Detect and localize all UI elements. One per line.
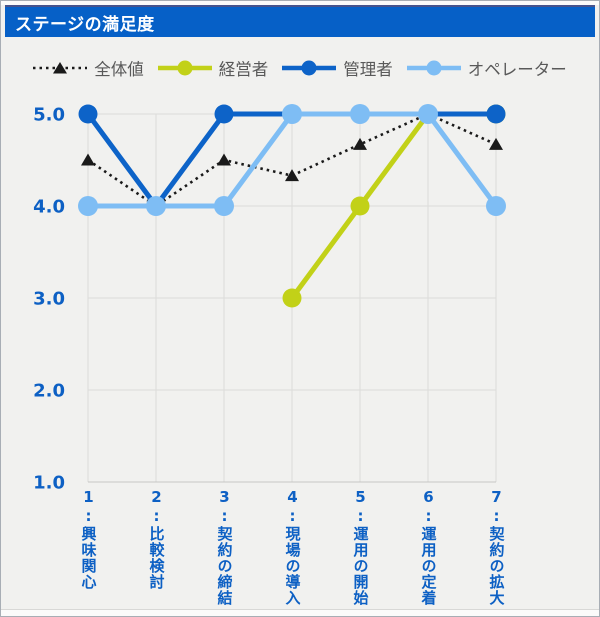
series-marker-0 — [489, 137, 503, 150]
series-marker-3 — [486, 196, 506, 216]
series-marker-3 — [418, 104, 438, 124]
chart-title: ステージの満足度 — [15, 14, 155, 35]
dotted-triangle-legend-icon — [33, 62, 88, 74]
y-tick-label: 1.0 — [33, 473, 65, 494]
legend-label: 経営者 — [218, 60, 269, 79]
y-tick-label: 4.0 — [33, 197, 65, 218]
legend-label: オペレーター — [467, 60, 567, 79]
series-marker-0 — [81, 153, 95, 166]
series-marker-0 — [285, 169, 299, 182]
chart-title-bar: ステージの満足度 — [5, 5, 595, 37]
series-marker-3 — [146, 196, 166, 216]
series-marker-2 — [78, 104, 98, 124]
series-marker-2 — [214, 104, 234, 124]
legend-item-0: 全体値 — [33, 56, 144, 80]
top-margin-strip — [1, 1, 599, 5]
chart-legend: 全体値 経営者 管理者 オペレーター — [1, 53, 599, 83]
series-marker-3 — [350, 104, 370, 124]
bottom-margin-strip — [1, 609, 599, 616]
y-tick-label: 5.0 — [33, 105, 65, 126]
y-tick-label: 2.0 — [33, 381, 65, 402]
line-circle-legend-icon — [282, 60, 337, 76]
y-tick-label: 3.0 — [33, 289, 65, 310]
legend-item-2: 管理者 — [282, 56, 393, 80]
series-marker-0 — [353, 137, 367, 150]
series-marker-3 — [282, 104, 302, 124]
series-marker-3 — [214, 196, 234, 216]
legend-item-1: 経営者 — [157, 56, 269, 80]
series-marker-3 — [78, 196, 98, 216]
legend-label: 全体値 — [94, 60, 144, 79]
series-marker-1 — [350, 196, 370, 216]
line-circle-legend-icon — [406, 60, 461, 76]
legend-item-3: オペレーター — [406, 56, 567, 80]
series-marker-2 — [486, 104, 506, 124]
series-marker-1 — [282, 288, 302, 308]
legend-label: 管理者 — [343, 60, 393, 79]
line-circle-legend-icon — [157, 60, 212, 76]
series-marker-0 — [217, 153, 231, 166]
